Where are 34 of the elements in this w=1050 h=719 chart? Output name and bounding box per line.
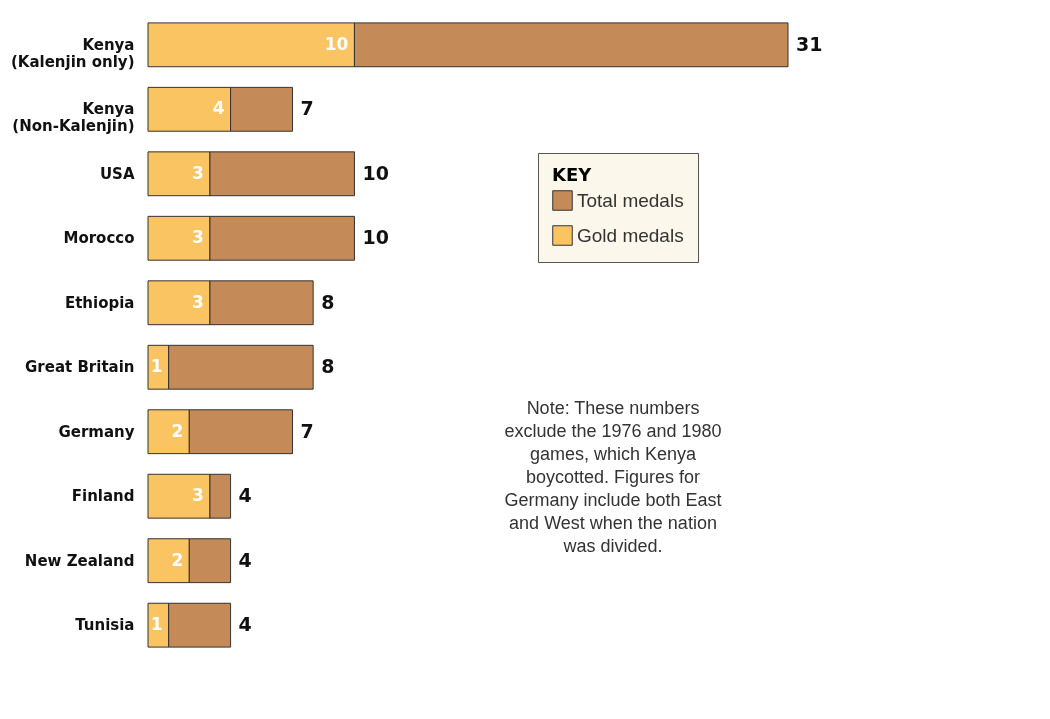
y-tick-label: Morocco: [63, 229, 135, 248]
data-label: 4: [212, 98, 225, 119]
legend-label: Total medals: [577, 189, 684, 211]
total-label: 7: [300, 419, 314, 442]
data-label: 3: [192, 227, 204, 248]
total-label: 4: [238, 548, 252, 571]
legend-title: KEY: [552, 164, 593, 185]
y-tick-label: Germany: [58, 422, 135, 441]
total-label: 4: [238, 613, 252, 636]
y-tick-label: Kenya (Kalenjin only): [10, 35, 135, 71]
data-label: 1: [150, 356, 163, 377]
total-label: 8: [321, 290, 335, 313]
annotation: Note: These numbers exclude the 1976 and 1980 games, which Kenya boycotted. Figures for Germany include both East and West when the nation was divided.: [504, 398, 722, 556]
total-label: 31: [796, 32, 823, 55]
data-label: 2: [171, 420, 184, 441]
y-tick-label: Great Britain: [25, 358, 135, 377]
data-label: 3: [192, 162, 204, 183]
data-label: 1: [150, 614, 163, 635]
legend-label: Gold medals: [577, 224, 684, 246]
total-label: 8: [321, 355, 335, 378]
y-tick-label: New Zealand: [24, 551, 135, 570]
data-label: 10: [324, 33, 349, 54]
y-tick-label: Kenya (Non-Kalenjin): [12, 100, 135, 136]
total-label: 4: [238, 484, 252, 507]
y-tick-label: Ethiopia: [64, 293, 135, 312]
data-label: 3: [192, 485, 204, 506]
y-tick-label: Finland: [71, 487, 135, 506]
total-label: 10: [362, 226, 389, 249]
y-tick-label: USA: [99, 164, 135, 183]
data-label: 2: [171, 549, 184, 570]
total-label: 7: [300, 97, 314, 120]
total-label: 10: [362, 161, 389, 184]
y-tick-label: Tunisia: [75, 616, 135, 635]
data-label: 3: [192, 291, 204, 312]
